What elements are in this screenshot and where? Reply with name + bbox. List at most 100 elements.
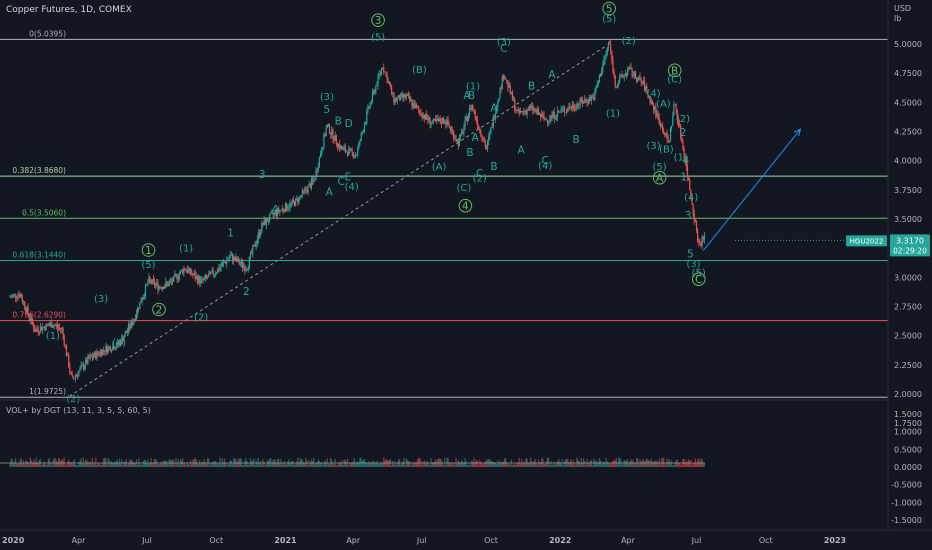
candle-body — [17, 294, 19, 298]
candle-body — [201, 278, 203, 280]
bar-countdown-text: 02:29:20 — [893, 246, 927, 255]
volume-bar — [387, 460, 389, 467]
candle-body — [391, 86, 393, 94]
volume-bar — [109, 462, 112, 467]
candle-body — [586, 100, 588, 103]
wave-label: A — [656, 173, 664, 185]
volume-axis-tick: -1.5000 — [891, 516, 922, 525]
volume-bar — [637, 457, 639, 467]
candle-body — [429, 117, 431, 125]
candle-body — [512, 99, 515, 101]
candle-body — [243, 266, 245, 268]
candle-body — [309, 183, 311, 189]
fibonacci-levels: 0(5.0395) 0.382(3.8680) 0.5(3.5060) 0.618(3… — [0, 29, 888, 398]
candle-body — [27, 307, 29, 315]
volume-bar — [431, 462, 433, 467]
volume-bar — [191, 463, 193, 467]
candle-body — [334, 135, 336, 141]
forecast-arrow — [702, 128, 801, 251]
volume-bar — [581, 462, 584, 467]
candle-body — [482, 139, 484, 141]
candle-body — [131, 321, 133, 326]
volume-bar — [508, 463, 510, 467]
candle-body — [622, 76, 624, 78]
candle-body — [668, 140, 670, 142]
volume-bar — [69, 462, 71, 467]
volume-bar — [568, 462, 570, 467]
candle-body — [611, 50, 613, 61]
candle-body — [166, 281, 168, 284]
candle-body — [235, 257, 237, 260]
candle-body — [77, 374, 79, 376]
symbol-tag — [846, 235, 887, 247]
volume-bar — [494, 462, 497, 467]
candle-body — [422, 115, 424, 118]
volume-bar — [77, 465, 79, 467]
volume-bar — [379, 463, 381, 467]
volume-bar — [133, 463, 135, 467]
candle-body — [143, 295, 145, 297]
fib-label: 0.382(3.8680) — [12, 166, 66, 175]
candle-body — [255, 243, 257, 247]
candle-body — [216, 272, 218, 274]
candle-body — [499, 87, 501, 99]
candle-body — [173, 275, 175, 282]
volume-bar — [156, 460, 158, 467]
candle-body — [468, 107, 471, 116]
candle-body — [651, 100, 654, 106]
volume-bar — [625, 460, 628, 467]
candle-body — [162, 286, 165, 289]
candle-body — [477, 125, 480, 128]
candle-body — [310, 179, 313, 189]
volume-bar — [72, 461, 74, 467]
candle-body — [200, 279, 202, 284]
candle-body — [412, 103, 414, 106]
volume-bar — [468, 463, 471, 467]
candle-body — [435, 119, 437, 121]
candle-body — [578, 104, 580, 106]
candle-body — [42, 326, 44, 331]
candle-body — [528, 106, 530, 111]
candle-body — [325, 128, 327, 136]
candle-body — [195, 276, 197, 279]
candle-body — [262, 222, 264, 225]
candle-body — [117, 341, 119, 345]
volume-bar — [247, 465, 249, 467]
candle-body — [230, 254, 232, 256]
candle-body — [127, 324, 130, 331]
candle-body — [667, 139, 669, 141]
volume-bar — [357, 463, 359, 467]
candle-body — [160, 287, 162, 289]
candle-body — [453, 131, 455, 139]
candle-body — [53, 325, 55, 327]
candle-body — [170, 281, 173, 283]
candle-body — [316, 170, 318, 172]
volume-bar — [48, 457, 51, 467]
candle-body — [18, 294, 20, 297]
candle-body — [594, 90, 596, 100]
candle-body — [682, 141, 684, 149]
candle-body — [33, 323, 35, 330]
volume-bar — [582, 458, 585, 467]
candle-body — [518, 109, 520, 113]
candle-body — [324, 134, 326, 136]
candle-body — [552, 112, 554, 117]
candle-body — [457, 139, 459, 146]
volume-bar — [227, 464, 229, 467]
candle-body — [85, 359, 87, 367]
volume-bar — [200, 464, 202, 467]
volume-bar — [445, 465, 447, 467]
candle-body — [297, 198, 299, 203]
wave-label: (3) — [686, 259, 700, 270]
candle-body — [321, 151, 323, 155]
candle-body — [645, 86, 647, 90]
price-axis-tick: 2.0000 — [894, 390, 922, 399]
volume-bar — [53, 458, 55, 467]
wave-label: C — [500, 43, 507, 55]
candle-body — [57, 327, 60, 329]
candle-body — [581, 101, 584, 104]
candle-body — [471, 105, 473, 110]
candle-body — [501, 76, 503, 89]
candle-body — [384, 71, 386, 73]
